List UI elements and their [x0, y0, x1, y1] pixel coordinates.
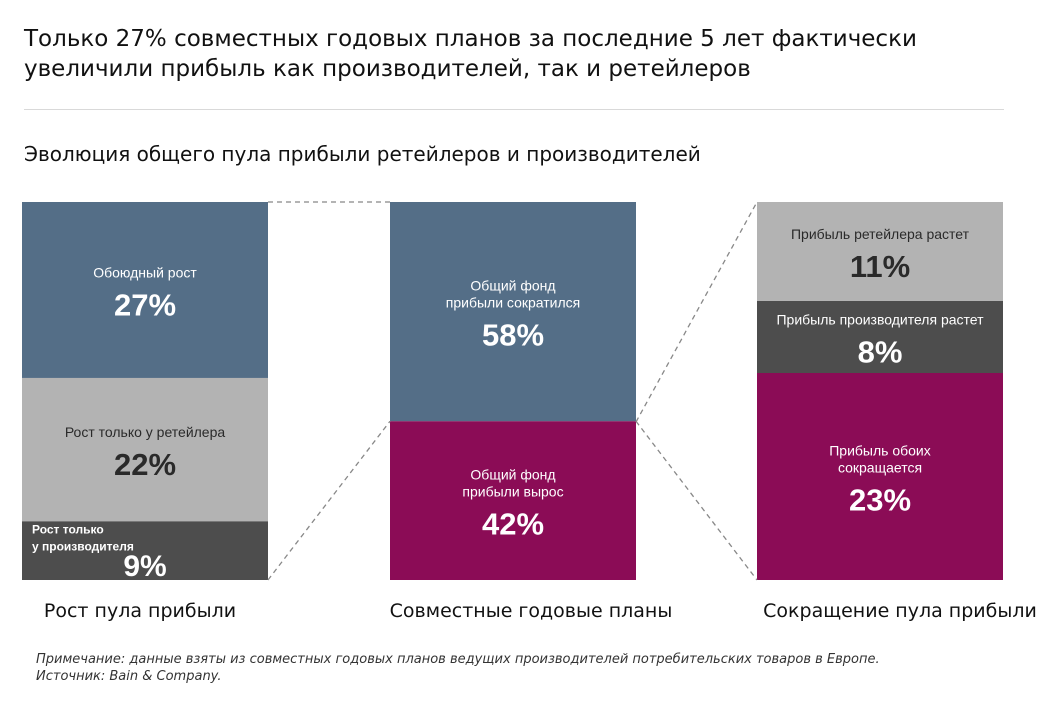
segment-label: сокращается [838, 460, 922, 476]
segment-value: 58% [482, 318, 544, 353]
category-label: Сокращение пула прибыли [763, 600, 1037, 622]
segment-label: прибыли сократился [446, 295, 580, 311]
footnote-source: Источник: Bain & Company. [36, 669, 222, 684]
segment-value: 8% [858, 335, 903, 370]
bar-segment [22, 521, 268, 580]
bar-column-3: Прибыль ретейлера растет 11% Прибыль произ… [757, 202, 1003, 580]
category-label: Рост пула прибыли [44, 600, 236, 622]
footnote: Примечание: данные взяты из совместных г… [36, 651, 880, 685]
bar-segment [390, 202, 636, 422]
bar-segment [22, 202, 268, 378]
segment-value: 23% [849, 483, 911, 518]
connector-line [635, 201, 758, 423]
segment-label: Рост только у ретейлера [65, 424, 226, 440]
segment-value: 42% [482, 507, 544, 542]
segment-value: 22% [114, 447, 176, 482]
segment-label: Прибыль обоих [829, 443, 931, 459]
footnote-note: Примечание: данные взяты из совместных г… [36, 652, 880, 667]
divider [24, 109, 1004, 110]
title-line-2: увеличили прибыль как производителей, та… [24, 56, 751, 82]
bar-segment [22, 377, 268, 522]
connector-line [635, 420, 758, 581]
segment-label: прибыли вырос [462, 484, 563, 500]
segment-value: 27% [114, 287, 176, 322]
bar-column-1: Обоюдный рост 27% Рост только у ретейлера 2… [22, 202, 268, 583]
segment-label: Обоюдный рост [93, 264, 197, 280]
page-title: Только 27% совместных годовых планов за … [24, 24, 1014, 84]
segment-label: у производителя [32, 539, 134, 553]
segment-label: Прибыль производителя растет [776, 312, 984, 328]
bar-segment [390, 421, 636, 580]
segment-label: Рост только [32, 522, 104, 536]
bar-segment [757, 202, 1003, 301]
segment-label: Прибыль ретейлера растет [791, 226, 970, 242]
title-line-1: Только 27% совместных годовых планов за … [24, 26, 917, 52]
category-label: Совместные годовые планы [390, 600, 673, 622]
segment-label: Общий фонд [470, 278, 555, 294]
segment-label: Общий фонд [470, 467, 555, 483]
bar-segment [757, 301, 1003, 373]
chart-subtitle: Эволюция общего пула прибыли ретейлеров … [24, 142, 701, 166]
segment-value: 11% [850, 249, 910, 284]
bar-segment [757, 373, 1003, 580]
connector-line [267, 420, 391, 581]
segment-value: 9% [123, 550, 166, 583]
